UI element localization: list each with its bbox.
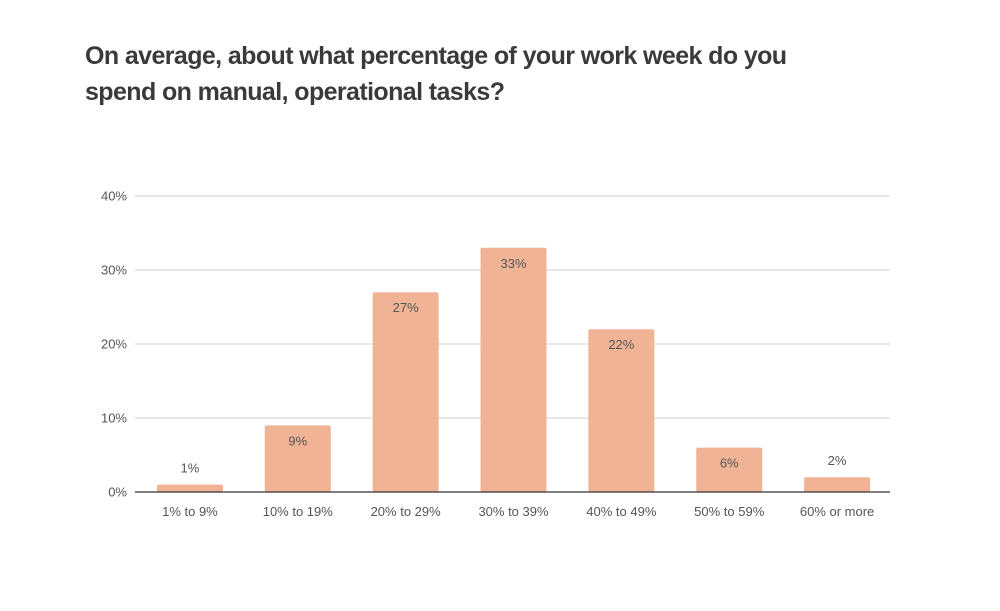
bar-value-label: 1% (181, 461, 200, 476)
bar-value-label: 27% (393, 300, 419, 315)
x-tick-label: 1% to 9% (162, 504, 218, 519)
x-tick-label: 20% to 29% (371, 504, 442, 519)
y-tick-label: 40% (101, 189, 127, 204)
x-tick-label: 60% or more (800, 504, 874, 519)
bar (588, 329, 655, 492)
bar-value-label: 9% (288, 433, 307, 448)
y-tick-label: 30% (101, 263, 127, 278)
chart-title: On average, about what percentage of you… (85, 42, 787, 106)
y-axis-ticks: 0% 10% 20% 30% 40% (101, 189, 127, 500)
bar (264, 425, 331, 492)
bar (372, 292, 439, 492)
y-tick-label: 20% (101, 337, 127, 352)
y-tick-label: 0% (108, 485, 127, 500)
bar-value-label: 33% (500, 256, 526, 271)
bar (156, 484, 223, 492)
bar-value-label: 22% (608, 337, 634, 352)
value-labels: 1% 9% 27% 33% 22% 6% 2% (181, 256, 847, 476)
x-tick-label: 30% to 39% (478, 504, 549, 519)
y-tick-label: 10% (101, 411, 127, 426)
x-tick-label: 40% to 49% (586, 504, 657, 519)
bar (804, 477, 871, 492)
x-tick-label: 10% to 19% (263, 504, 334, 519)
x-axis-ticks: 1% to 9% 10% to 19% 20% to 29% 30% to 39% 40… (162, 504, 874, 519)
x-tick-label: 50% to 59% (694, 504, 765, 519)
bar (480, 247, 547, 492)
bar-value-label: 2% (828, 453, 847, 468)
bar (696, 447, 763, 492)
bar-value-label: 6% (720, 456, 739, 471)
bars (156, 247, 871, 492)
